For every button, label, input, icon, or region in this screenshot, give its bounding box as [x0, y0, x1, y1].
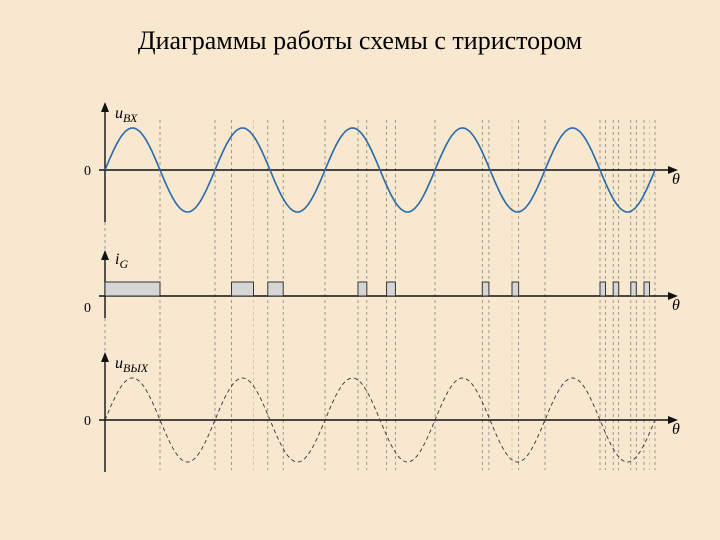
gate-pulse	[512, 282, 519, 296]
gate-pulse	[105, 282, 160, 296]
diagram-svg: uВХ 0 θ iG 0 θ uВЫХ 0 θ	[0, 0, 720, 540]
gate-pulse	[644, 282, 650, 296]
gate-pulse	[387, 282, 396, 296]
page-title: Диаграммы работы схемы с тиристором	[0, 26, 720, 56]
svg-text:0: 0	[84, 414, 91, 429]
svg-text:θ: θ	[672, 297, 680, 314]
svg-text:0: 0	[84, 301, 91, 316]
svg-text:uВЫХ: uВЫХ	[115, 355, 149, 375]
svg-text:θ: θ	[672, 171, 680, 188]
gate-pulse	[613, 282, 619, 296]
svg-text:0: 0	[84, 164, 91, 179]
svg-text:θ: θ	[672, 421, 680, 438]
gate-pulse	[232, 282, 254, 296]
gate-pulse	[631, 282, 637, 296]
svg-text:uВХ: uВХ	[115, 105, 138, 125]
svg-text:iG: iG	[115, 251, 128, 271]
gate-pulse	[358, 282, 367, 296]
gate-pulse	[600, 282, 606, 296]
gate-pulse	[268, 282, 283, 296]
gate-pulse	[482, 282, 489, 296]
